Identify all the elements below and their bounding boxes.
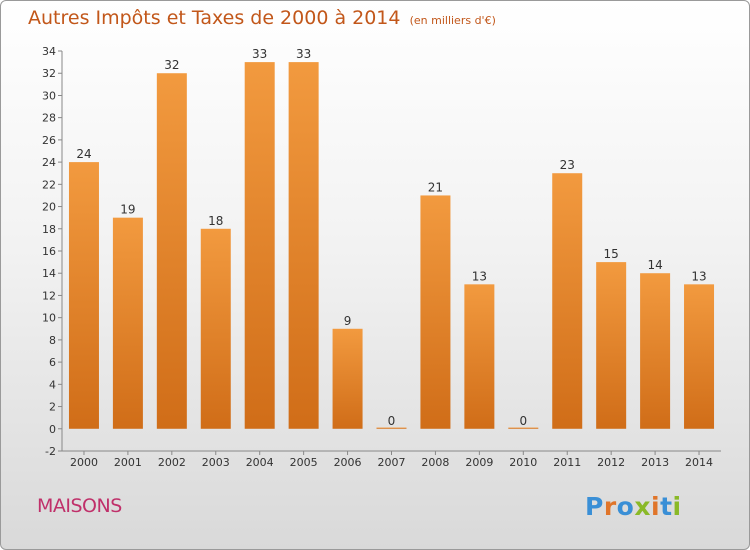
- y-tick-label: 12: [42, 289, 56, 302]
- bar: [376, 427, 407, 429]
- data-label: 24: [76, 147, 91, 161]
- bar: [552, 173, 583, 429]
- bar: [244, 62, 275, 429]
- logo-letter: i: [651, 492, 661, 521]
- y-tick-label: 16: [42, 245, 56, 258]
- bar: [68, 162, 99, 429]
- bar: [200, 228, 231, 429]
- logo-letter: i: [672, 492, 682, 521]
- x-tick-label: 2001: [114, 456, 142, 469]
- data-label: 33: [296, 47, 311, 61]
- bar: [464, 284, 495, 429]
- x-tick-label: 2007: [378, 456, 406, 469]
- x-tick-label: 2008: [421, 456, 449, 469]
- y-tick-label: 32: [42, 67, 56, 80]
- x-tick-label: 2011: [553, 456, 581, 469]
- chart-bars: [68, 62, 715, 429]
- chart-data-labels: 24 19 32 18 33 33 9 0 21 13 0 23 15 14 13: [76, 47, 706, 428]
- proxiti-logo[interactable]: Proxiti: [585, 492, 682, 521]
- x-tick-label: 2003: [202, 456, 230, 469]
- logo-letter: o: [616, 492, 635, 521]
- y-tick-label: 10: [42, 312, 56, 325]
- bar: [684, 284, 715, 429]
- y-tick-label: 8: [49, 334, 56, 347]
- data-label: 21: [428, 180, 443, 194]
- x-tick-label: 2014: [685, 456, 713, 469]
- bar: [156, 73, 187, 429]
- x-tick-label: 2009: [465, 456, 493, 469]
- bar: [640, 273, 671, 429]
- chart-title-block: Autres Impôts et Taxes de 2000 à 2014 (e…: [28, 7, 496, 29]
- logo-letter: r: [603, 492, 617, 521]
- x-tick-label: 2000: [70, 456, 98, 469]
- logo-letter: P: [585, 492, 604, 521]
- y-tick-label: -2: [45, 445, 56, 458]
- y-tick-label: 30: [42, 89, 56, 102]
- x-tick-label: 2005: [290, 456, 318, 469]
- y-tick-label: 28: [42, 112, 56, 125]
- data-label: 13: [472, 269, 487, 283]
- data-label: 14: [647, 258, 662, 272]
- y-tick-label: 34: [42, 45, 56, 58]
- x-tick-label: 2006: [334, 456, 362, 469]
- data-label: 9: [344, 314, 352, 328]
- data-label: 0: [519, 414, 527, 428]
- data-label: 18: [208, 214, 223, 228]
- chart-subtitle: (en milliers d'€): [409, 14, 496, 27]
- data-label: 13: [691, 269, 706, 283]
- bar: [596, 262, 627, 429]
- y-tick-label: 6: [49, 356, 56, 369]
- bar: [112, 217, 143, 429]
- commune-name: MAISONS: [37, 495, 122, 517]
- x-tick-label: 2013: [641, 456, 669, 469]
- data-label: 15: [604, 247, 619, 261]
- y-tick-label: 2: [49, 401, 56, 414]
- bar: [508, 427, 539, 429]
- y-tick-label: 0: [49, 423, 56, 436]
- x-tick-label: 2010: [509, 456, 537, 469]
- y-tick-label: 22: [42, 178, 56, 191]
- y-tick-label: 14: [42, 267, 56, 280]
- data-label: 19: [120, 203, 135, 217]
- data-label: 32: [164, 58, 179, 72]
- y-tick-label: 24: [42, 156, 56, 169]
- chart-title: Autres Impôts et Taxes de 2000 à 2014: [28, 7, 401, 29]
- x-tick-label: 2012: [597, 456, 625, 469]
- logo-letter: x: [634, 492, 651, 521]
- y-tick-label: 20: [42, 201, 56, 214]
- y-tick-label: 4: [49, 378, 56, 391]
- x-tick-label: 2004: [246, 456, 274, 469]
- bar: [332, 328, 363, 429]
- x-tick-label: 2002: [158, 456, 186, 469]
- y-tick-label: 18: [42, 223, 56, 236]
- bar: [288, 62, 319, 429]
- logo-letter: t: [660, 492, 673, 521]
- data-label: 33: [252, 47, 267, 61]
- data-label: 23: [560, 158, 575, 172]
- data-label: 0: [388, 414, 396, 428]
- y-tick-label: 26: [42, 134, 56, 147]
- bar: [420, 195, 451, 429]
